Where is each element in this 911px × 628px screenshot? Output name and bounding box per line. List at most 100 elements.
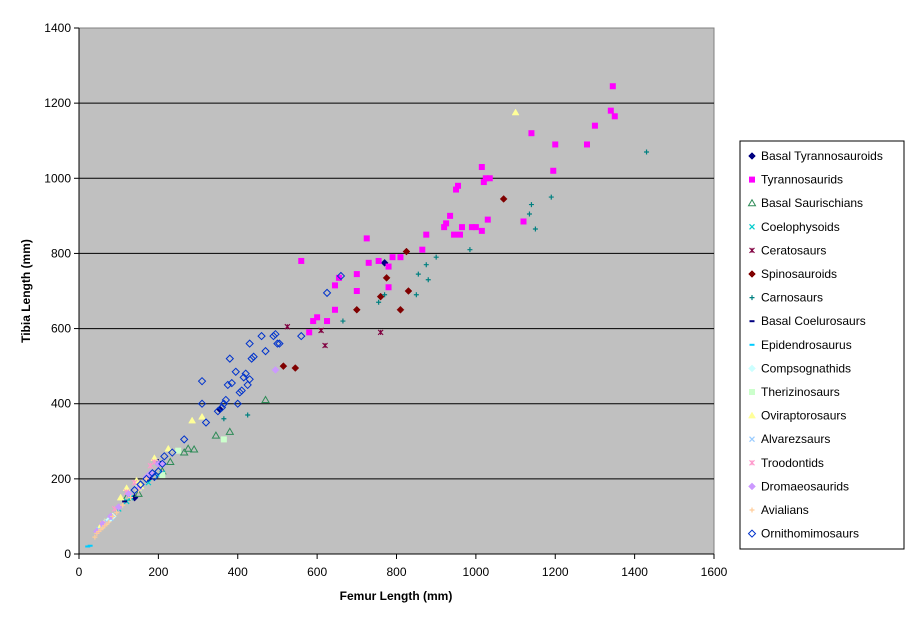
data-point xyxy=(447,212,454,219)
legend-marker xyxy=(749,436,755,443)
data-point xyxy=(136,480,145,489)
data-point xyxy=(261,346,270,356)
data-point xyxy=(591,122,598,129)
data-point xyxy=(352,305,361,314)
y-tick-label: 1200 xyxy=(44,96,71,110)
data-point xyxy=(314,314,321,321)
y-tick-label: 600 xyxy=(51,322,71,336)
data-point xyxy=(425,277,431,283)
data-point xyxy=(336,271,346,281)
data-point xyxy=(241,369,250,378)
data-point xyxy=(423,262,429,268)
data-point xyxy=(499,195,508,203)
legend-entry-label: Dromaeosaurids xyxy=(761,479,849,493)
data-point xyxy=(375,257,382,264)
data-point xyxy=(331,306,338,313)
data-point xyxy=(201,418,211,427)
data-point xyxy=(197,376,207,386)
data-point xyxy=(484,216,491,223)
data-point xyxy=(227,378,237,388)
data-point xyxy=(165,457,175,465)
data-point xyxy=(223,380,233,390)
data-point xyxy=(331,282,338,289)
legend-entry-label: Epidendrosaurus xyxy=(761,338,852,352)
data-point xyxy=(389,254,396,261)
data-point xyxy=(273,339,282,348)
legend-entry-label: Therizinosaurs xyxy=(761,385,840,399)
data-point xyxy=(249,352,258,361)
data-point xyxy=(225,427,235,435)
data-point xyxy=(486,175,493,182)
data-point xyxy=(376,299,382,305)
legend-entry-label: Spinosauroids xyxy=(761,267,837,281)
legend-entry-label: Basal Tyrannosauroids xyxy=(761,149,883,163)
data-point xyxy=(245,412,251,418)
data-point xyxy=(520,218,527,225)
data-point xyxy=(245,339,254,348)
data-point xyxy=(211,431,221,439)
data-point xyxy=(213,407,223,416)
legend-marker xyxy=(748,364,756,373)
data-point xyxy=(306,329,313,336)
data-point xyxy=(271,366,280,374)
data-point xyxy=(324,318,331,325)
data-point xyxy=(365,259,372,266)
data-point xyxy=(451,231,458,238)
y-tick-label: 0 xyxy=(64,547,71,561)
legend-entry-label: Coelophysoids xyxy=(761,220,840,234)
data-point xyxy=(158,459,167,469)
x-tick-label: 0 xyxy=(76,565,83,579)
legend-entry-label: Avialians xyxy=(761,503,809,517)
legend-marker xyxy=(748,411,756,419)
data-point xyxy=(146,469,155,478)
data-point xyxy=(106,519,112,525)
data-point xyxy=(235,388,244,397)
data-point xyxy=(397,254,404,261)
data-point xyxy=(130,485,139,495)
legend-marker xyxy=(747,198,757,207)
data-point xyxy=(269,331,278,341)
data-point xyxy=(404,287,413,295)
data-point xyxy=(245,375,254,384)
data-point xyxy=(183,444,193,452)
legend-marker xyxy=(747,529,757,538)
data-point xyxy=(353,271,360,278)
data-point xyxy=(164,444,173,452)
data-point xyxy=(382,273,391,282)
data-point xyxy=(120,502,126,508)
data-point xyxy=(584,141,590,148)
x-tick-label: 400 xyxy=(228,565,248,579)
data-point xyxy=(179,435,189,444)
data-point xyxy=(128,495,134,501)
data-point xyxy=(441,224,448,231)
legend-entry-label: Oviraptorosaurs xyxy=(761,409,846,423)
x-tick-label: 200 xyxy=(148,565,168,579)
data-point xyxy=(188,416,197,424)
data-point xyxy=(197,399,207,408)
x-tick-label: 800 xyxy=(386,565,406,579)
data-point xyxy=(385,263,392,270)
legend-marker xyxy=(749,389,755,395)
y-tick-label: 800 xyxy=(51,246,71,260)
data-point xyxy=(297,331,306,341)
data-point xyxy=(377,329,384,336)
legend-marker xyxy=(749,223,755,230)
x-tick-label: 600 xyxy=(307,565,327,579)
data-point xyxy=(609,83,616,90)
legend-box xyxy=(739,140,905,550)
data-point xyxy=(247,354,256,363)
data-point xyxy=(433,254,439,260)
x-tick-label: 1200 xyxy=(542,565,569,579)
legend-marker xyxy=(748,270,756,278)
legend-marker xyxy=(749,507,755,513)
data-point xyxy=(363,235,370,242)
legend-entry-label: Ceratosaurs xyxy=(761,243,826,257)
data-point xyxy=(467,247,473,253)
data-point xyxy=(189,445,199,453)
data-point xyxy=(353,288,360,294)
data-point xyxy=(298,257,305,264)
legend: Basal Tyrannosauroids Tyrannosaurids Basal… xyxy=(739,140,905,550)
legend-entry-label: Basal Saurischians xyxy=(761,196,863,210)
